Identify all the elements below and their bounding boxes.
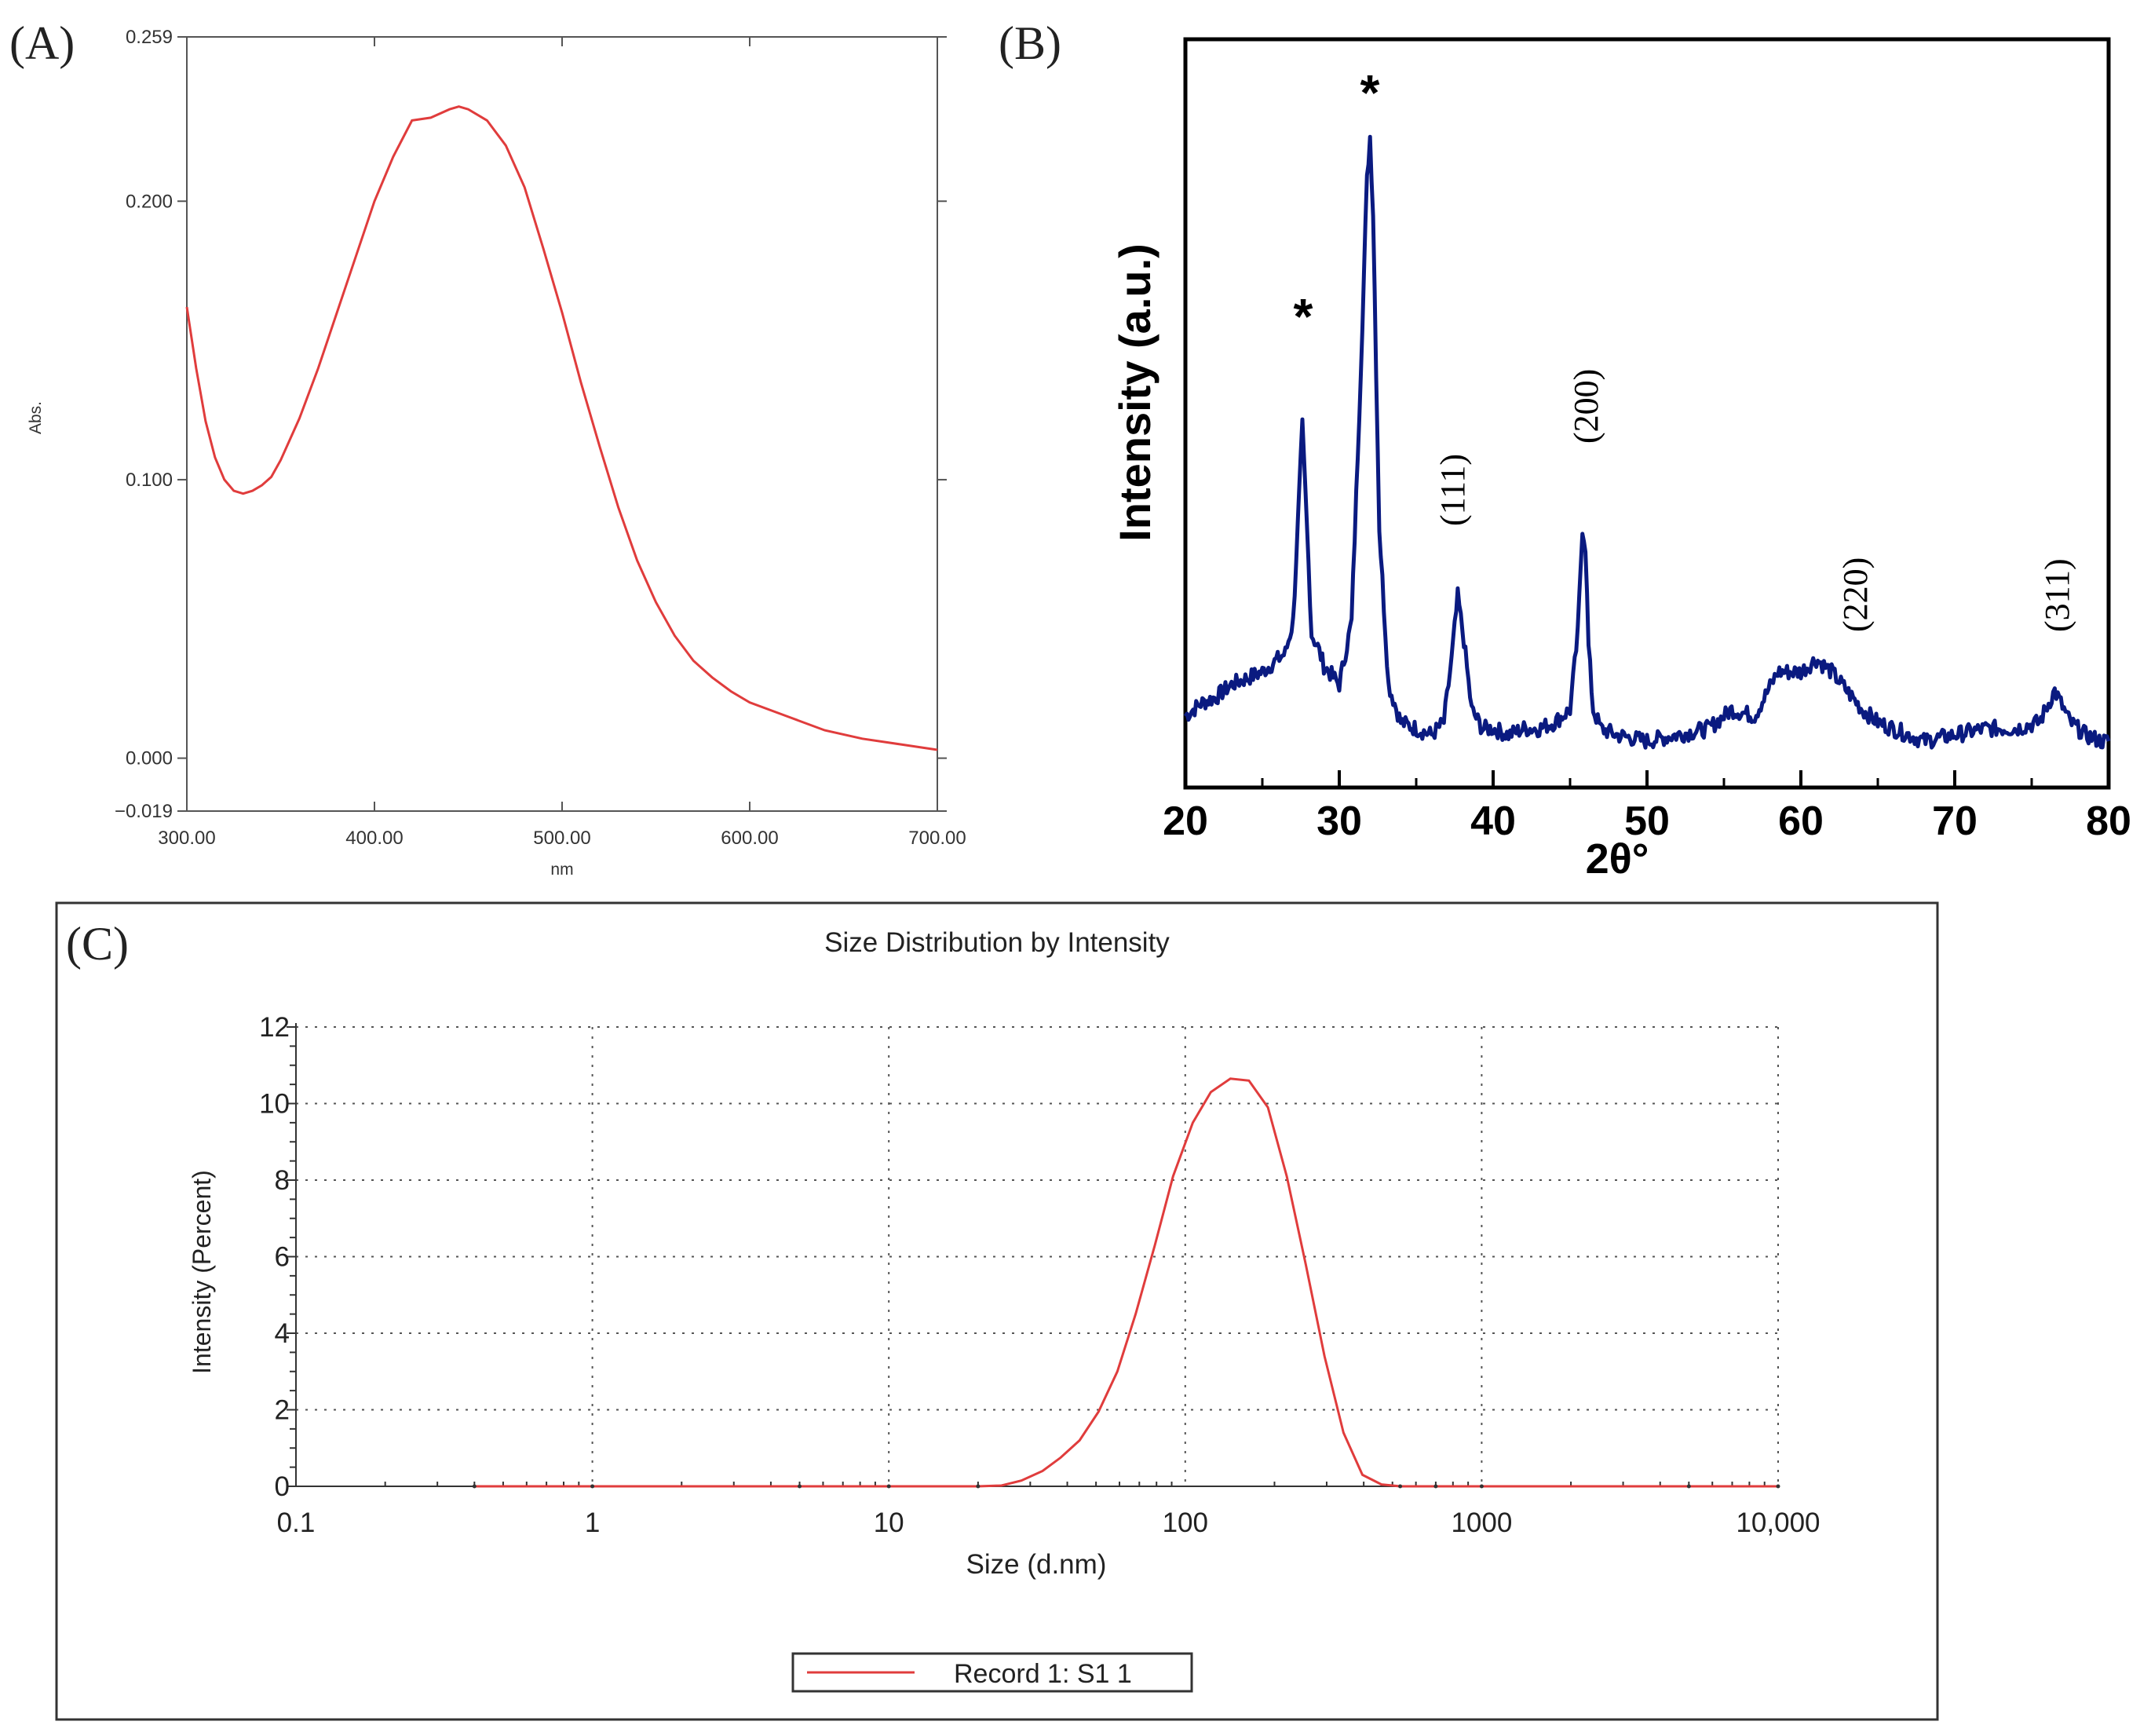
chart-c-ytick-label: 10 (259, 1089, 290, 1120)
chart-b-ticks: 20 30 40 50 60 70 80 (1163, 770, 2131, 844)
chart-b-xtick-label: 80 (2086, 799, 2131, 844)
chart-a-xtick-label: 400.00 (345, 828, 403, 849)
chart-a-uv-vis: 300.00 400.00 500.00 600.00 700.00 −0.019 0.00… (27, 27, 966, 879)
chart-b-xlabel: 2θ° (1586, 835, 1649, 883)
chart-c-ytick-label: 8 (275, 1165, 290, 1196)
chart-c-xtick-label: 1 (585, 1508, 600, 1538)
annotation-star-1: * (1294, 288, 1313, 345)
chart-c-point (798, 1484, 802, 1489)
chart-a-xtick-label: 700.00 (908, 828, 966, 849)
chart-c-xtick-label: 10,000 (1736, 1508, 1820, 1538)
chart-a-series (185, 105, 938, 751)
chart-c-outer-frame (55, 901, 1939, 1721)
chart-c-grid (296, 1026, 1779, 1486)
chart-c-xtick-label: 0.1 (277, 1508, 316, 1538)
chart-a-xtick-label: 300.00 (158, 828, 215, 849)
panel-label-b: (B) (999, 17, 1061, 69)
chart-b-series (1183, 134, 2111, 750)
chart-a-frame (186, 36, 938, 812)
chart-c-xlabel: Size (d.nm) (966, 1549, 1107, 1580)
chart-c-distribution-line (474, 1077, 1778, 1488)
chart-c-ytick-label: 12 (259, 1012, 290, 1043)
chart-a-xtick-label: 500.00 (533, 828, 590, 849)
chart-a-ytick-label: 0.000 (126, 748, 173, 769)
chart-a-ytick-label: 0.200 (126, 191, 173, 212)
chart-a-ytick-label: 0.100 (126, 470, 173, 491)
chart-b-xtick-label: 40 (1470, 799, 1516, 844)
chart-b-xtick-label: 50 (1624, 799, 1670, 844)
chart-c-size-distribution: Size Distribution by Intensity 0.1 1 10 100… (55, 901, 1939, 1721)
chart-b-xtick-label: 20 (1163, 799, 1208, 844)
chart-c-ytick-label: 2 (275, 1395, 290, 1426)
chart-a-ytick-label: −0.019 (115, 801, 173, 822)
chart-a-ylabel: Abs. (27, 401, 45, 434)
legend-label: Record 1: S1 1 (954, 1659, 1132, 1689)
chart-c-ticks: 0.1 1 10 100 1000 10,000 0 2 4 6 8 10 12 (259, 1012, 1820, 1538)
chart-b-xrd-line (1183, 134, 2111, 750)
chart-a-absorbance-line (185, 105, 938, 751)
chart-c-title: Size Distribution by Intensity (824, 927, 1170, 958)
chart-b-xtick-label: 70 (1932, 799, 1978, 844)
chart-b-ylabel: Intensity (a.u.) (1110, 243, 1159, 542)
chart-a-ytick-label: 0.259 (126, 27, 173, 48)
chart-c-point (590, 1484, 595, 1489)
annotation-111: (111) (1433, 454, 1472, 526)
chart-c-point (1776, 1484, 1780, 1489)
chart-c-ytick-label: 4 (275, 1318, 290, 1349)
chart-b-xrd: 20 30 40 50 60 70 80 Intensity (a.u.) 2θ° * * … (1110, 37, 2131, 883)
chart-c-point (976, 1484, 981, 1489)
chart-c-xtick-label: 100 (1163, 1508, 1208, 1538)
annotation-star-2: * (1360, 64, 1380, 121)
annotation-311: (311) (2038, 558, 2076, 632)
chart-c-point (1686, 1484, 1691, 1489)
chart-c-legend: Record 1: S1 1 (791, 1652, 1193, 1693)
panel-label-c: (C) (66, 918, 129, 970)
chart-c-ylabel: Intensity (Percent) (188, 1170, 216, 1374)
panel-label-a: (A) (9, 17, 75, 69)
chart-c-xtick-label: 10 (874, 1508, 904, 1538)
chart-c-point (472, 1484, 477, 1489)
annotation-220: (220) (1836, 557, 1875, 632)
chart-c-point (1479, 1484, 1484, 1489)
chart-a-xtick-label: 600.00 (721, 828, 778, 849)
chart-b-xtick-label: 60 (1778, 799, 1824, 844)
chart-c-ytick-label: 0 (275, 1471, 290, 1502)
annotation-200: (200) (1567, 369, 1605, 444)
chart-b-xtick-label: 30 (1317, 799, 1362, 844)
chart-c-ytick-label: 6 (275, 1242, 290, 1273)
chart-c-series (472, 1077, 1780, 1489)
chart-a-xlabel: nm (550, 861, 573, 879)
chart-a-ticks: 300.00 400.00 500.00 600.00 700.00 −0.019 0.00… (115, 27, 966, 849)
chart-c-xtick-label: 1000 (1451, 1508, 1512, 1538)
chart-c-point (886, 1484, 891, 1489)
chart-c-point (1398, 1484, 1403, 1489)
chart-c-point (1433, 1484, 1438, 1489)
